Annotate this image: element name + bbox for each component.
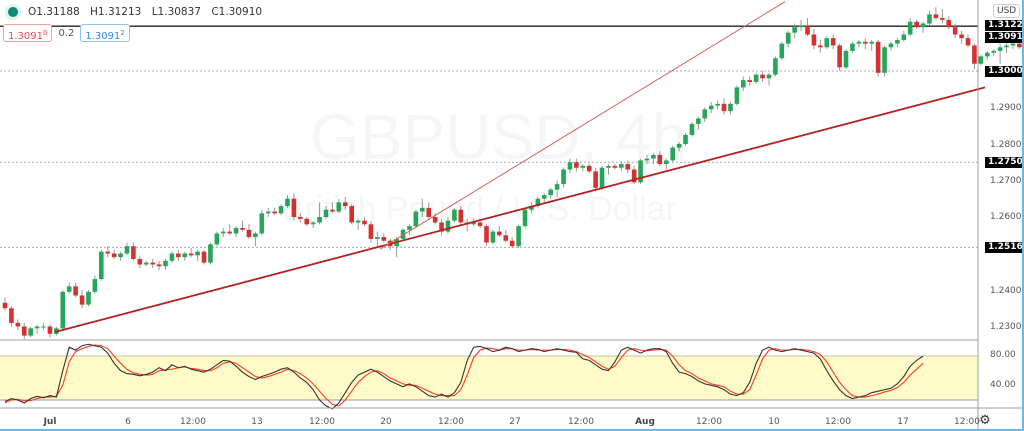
buy-pip: 2 [120,29,125,37]
currency-button[interactable]: USD [993,4,1021,18]
time-tick-label: 12:00 [696,417,722,427]
price-tick-label: 1.27000 [990,176,1024,186]
sell-button[interactable]: 1.30910 [3,24,53,42]
price-tick-label: 1.26000 [990,212,1024,222]
price-level-tag: 1.30910 [985,32,1024,43]
price-tick-label: 1.23000 [990,322,1024,332]
window-border-bottom [0,429,1024,431]
time-tick-label: 27 [509,417,521,427]
time-tick-label: 12:00 [568,417,594,427]
price-tick-label: 1.28000 [990,140,1024,150]
high-value: H1.31213 [90,6,142,18]
time-tick-label: 12:00 [954,417,980,427]
time-tick-label: 13 [251,417,263,427]
open-value: O1.31188 [28,6,80,18]
candlestick-series [2,7,1024,340]
time-tick-label: 12:00 [438,417,464,427]
time-tick-label: 12:00 [309,417,335,427]
buy-price: 1.3091 [85,31,121,42]
stochastic-band [0,355,978,401]
spread-value: 0.2 [58,27,75,39]
time-tick-label: 12:00 [180,417,206,427]
ohlc-legend: O1.31188 H1.31213 L1.30837 C1.30910 [8,6,269,18]
price-level-tag: 1.30000 [985,66,1024,77]
oscillator-tick-label: 80.00 [990,350,1016,360]
ohlc-values: O1.31188 H1.31213 L1.30837 C1.30910 [28,6,269,18]
time-tick-label: 10 [768,417,780,427]
time-tick-label: 6 [125,417,131,427]
buy-button[interactable]: 1.30912 [80,24,130,42]
time-tick-label: Aug [635,417,655,427]
time-tick-label: 17 [897,417,909,427]
price-tick-label: 1.29000 [990,103,1024,113]
time-tick-label: 20 [380,417,392,427]
oscillator-tick-label: 40.00 [990,380,1016,390]
horizontal-levels [0,25,978,248]
settings-gear-icon[interactable]: ⚙ [979,413,991,428]
close-value: C1.30910 [211,6,263,18]
market-status-dot-icon[interactable] [8,7,18,17]
quote-panel: 1.30910 0.2 1.30912 [3,24,130,42]
window-border-right [1022,0,1024,431]
price-tick-label: 1.24000 [990,286,1024,296]
sell-pip: 0 [43,29,48,37]
price-level-tag: 1.27500 [985,157,1024,168]
time-tick-label: 12:00 [825,417,851,427]
sell-price: 1.3091 [8,31,43,42]
stochastic-lines [4,343,924,410]
trendlines[interactable] [54,1,986,333]
low-value: L1.30837 [151,6,201,18]
time-tick-label: Jul [43,417,57,427]
price-level-tag: 1.31228 [985,20,1024,31]
